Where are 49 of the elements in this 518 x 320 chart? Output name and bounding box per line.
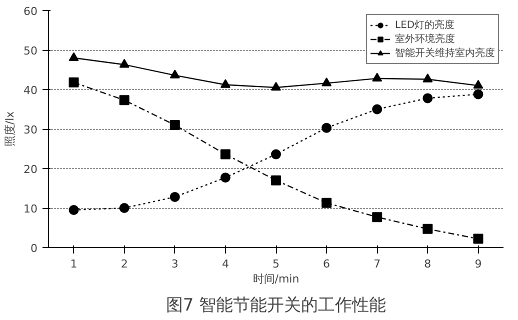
y-tick-label: 0 — [30, 242, 38, 255]
point — [170, 120, 180, 130]
point — [68, 52, 79, 61]
y-axis-title: 照度/lx — [4, 110, 17, 147]
y-tick-label: 10 — [24, 202, 38, 216]
x-tick-label: 7 — [374, 258, 381, 270]
x-tick-label: 1 — [70, 258, 78, 270]
legend-label: LED灯的亮度 — [395, 18, 455, 32]
point — [372, 212, 382, 222]
point — [220, 149, 230, 160]
point — [220, 79, 230, 88]
point — [322, 122, 332, 133]
point — [473, 80, 484, 89]
point — [372, 104, 382, 114]
text: 图7 智能节能开关的工作性能 — [166, 296, 386, 316]
point — [473, 89, 484, 100]
x-tick-label: 5 — [272, 258, 280, 270]
point — [422, 74, 433, 82]
legend-label: 室外环境亮度 — [395, 32, 455, 46]
point — [170, 192, 180, 202]
x-tick-label: 6 — [323, 258, 330, 270]
x-tick-label: 9 — [474, 258, 482, 270]
point — [170, 70, 180, 78]
point — [322, 198, 332, 208]
x-tick-label: 4 — [222, 258, 229, 270]
point — [119, 203, 130, 213]
y-tick-label: 30 — [24, 124, 38, 136]
point — [322, 77, 332, 86]
point — [271, 149, 281, 160]
point — [422, 93, 433, 104]
legend-label: 智能开关维持室内亮度 — [395, 46, 495, 60]
point — [119, 95, 130, 106]
point — [68, 77, 79, 88]
x-tick-label: 3 — [171, 258, 178, 270]
point — [220, 172, 230, 183]
y-tick-label: 60 — [24, 5, 38, 18]
point — [473, 234, 484, 244]
point — [271, 175, 281, 186]
point — [372, 72, 382, 82]
y-tick-label: 50 — [24, 44, 38, 58]
point — [68, 204, 79, 215]
point — [422, 224, 433, 234]
y-tick-label: 40 — [24, 84, 38, 97]
point — [119, 58, 130, 68]
x-tick-label: 2 — [120, 258, 128, 270]
point — [271, 82, 281, 91]
y-tick-label: 20 — [24, 163, 38, 176]
x-axis-title: 时间/min — [252, 272, 300, 286]
x-tick-label: 8 — [424, 258, 432, 270]
